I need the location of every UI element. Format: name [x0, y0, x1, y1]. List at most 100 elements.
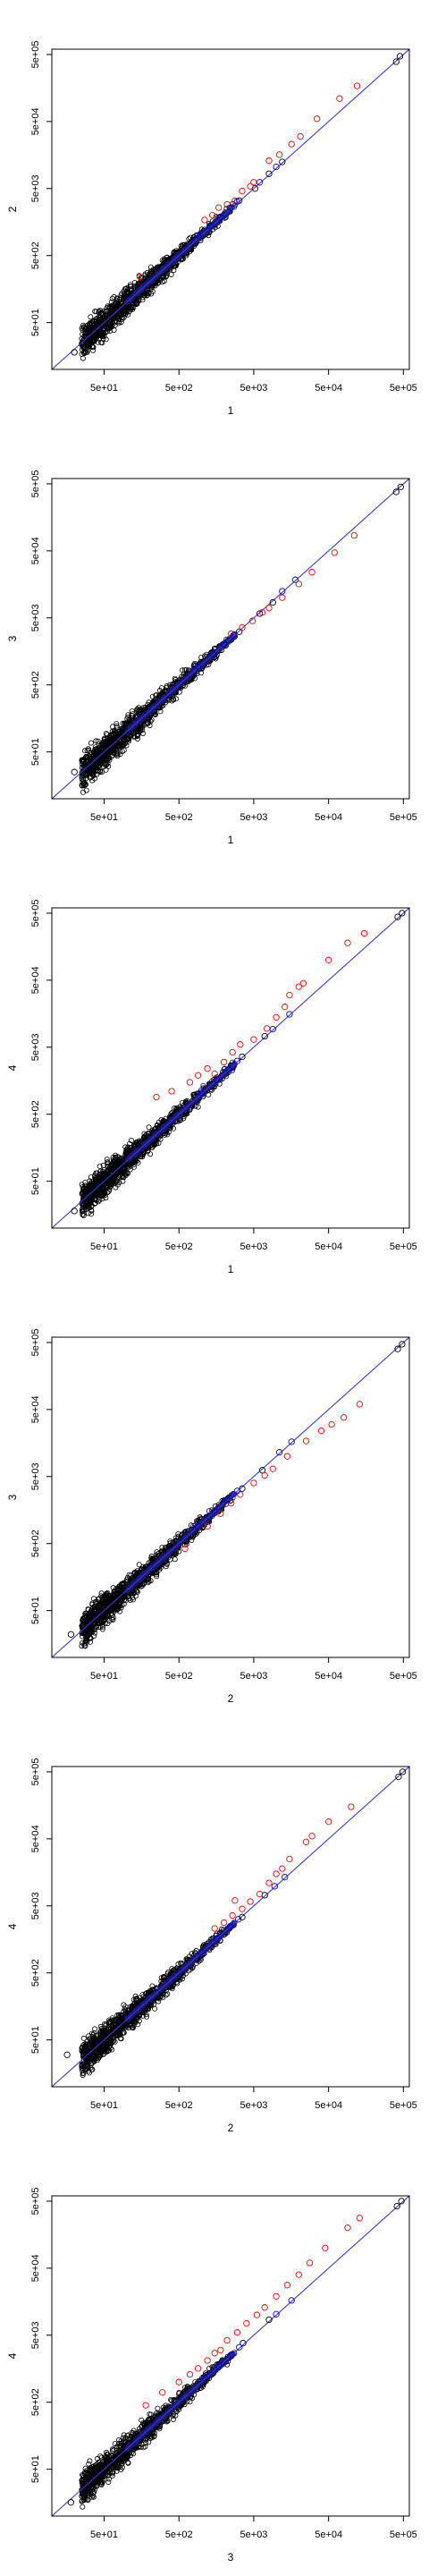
data-point	[194, 663, 202, 670]
data-point	[220, 640, 228, 648]
data-point	[139, 286, 145, 292]
data-point	[156, 701, 162, 707]
data-point	[123, 302, 130, 309]
data-point	[182, 682, 189, 689]
data-point	[126, 738, 132, 744]
data-point	[71, 768, 78, 775]
data-point	[99, 1168, 105, 1174]
data-point	[81, 330, 88, 336]
series-3	[194, 576, 299, 670]
data-point	[81, 1640, 88, 1647]
data-point	[106, 303, 113, 309]
data-point	[105, 324, 112, 330]
y-tick-label: 5e+05	[30, 40, 41, 68]
data-point	[279, 594, 286, 601]
data-point	[256, 179, 264, 186]
data-point	[143, 721, 149, 727]
data-point	[124, 729, 130, 735]
data-point	[128, 733, 134, 739]
data-point	[156, 693, 162, 699]
data-point	[198, 232, 204, 238]
data-point	[360, 929, 368, 937]
data-point	[204, 1065, 211, 1072]
data-point	[171, 697, 177, 703]
data-point	[108, 303, 114, 309]
data-point	[265, 605, 273, 612]
data-point	[101, 314, 107, 320]
x-axis-label: 1	[228, 1263, 234, 1275]
data-point	[120, 1155, 126, 1161]
data-point	[108, 1163, 114, 1169]
data-point	[152, 283, 158, 289]
data-point	[275, 151, 283, 158]
data-point	[109, 295, 115, 301]
x-tick-label: 5e+01	[90, 383, 118, 394]
data-point	[209, 1081, 215, 1088]
data-point	[80, 1212, 86, 1218]
data-point	[80, 780, 87, 786]
data-point	[114, 723, 120, 729]
data-point	[261, 1032, 268, 1040]
data-point	[114, 1178, 121, 1184]
data-point	[171, 1115, 177, 1121]
data-point	[124, 1163, 130, 1169]
data-point	[104, 1157, 110, 1163]
y-tick-label: 5e+04	[30, 537, 41, 564]
reference-line	[52, 49, 409, 369]
data-point	[107, 1183, 114, 1190]
data-point	[206, 222, 214, 229]
y-tick-label: 5e+01	[30, 1167, 41, 1195]
data-point	[122, 285, 129, 292]
data-point	[279, 588, 286, 595]
plot-frame	[51, 48, 410, 370]
data-point	[145, 1148, 151, 1155]
plot-region	[52, 1337, 409, 1657]
data-point	[192, 1103, 198, 1109]
data-point	[201, 216, 208, 224]
data-point	[88, 740, 94, 746]
data-point	[201, 659, 206, 665]
series-1	[71, 483, 404, 775]
data-point	[105, 755, 112, 761]
data-point	[161, 278, 167, 284]
data-point	[195, 1104, 201, 1110]
data-point	[247, 182, 254, 190]
data-point	[82, 1195, 88, 1201]
data-point	[71, 349, 78, 356]
series-1	[71, 910, 406, 1215]
data-point	[111, 326, 117, 333]
data-point	[96, 309, 102, 315]
data-point	[225, 1065, 232, 1072]
data-point	[151, 275, 157, 282]
y-tick-label: 5e+03	[30, 1033, 41, 1061]
x-tick-label: 5e+04	[315, 383, 342, 394]
data-point	[279, 158, 286, 165]
data-point	[80, 1199, 87, 1206]
data-point	[92, 744, 98, 750]
y-tick-label: 5e+03	[30, 174, 41, 202]
data-point	[136, 708, 142, 714]
data-point	[206, 656, 212, 662]
data-point	[204, 1088, 209, 1093]
data-point	[127, 1154, 133, 1160]
data-point	[176, 681, 182, 687]
data-point	[109, 737, 115, 743]
data-point	[258, 609, 266, 616]
data-point	[91, 338, 97, 344]
series-1	[71, 53, 404, 356]
data-point	[139, 1152, 146, 1158]
series-3	[194, 163, 280, 239]
data-point	[153, 692, 159, 699]
data-point	[219, 642, 225, 648]
data-point	[80, 765, 86, 771]
data-point	[156, 700, 162, 706]
data-point	[204, 656, 210, 662]
data-point	[134, 733, 140, 740]
data-point	[85, 769, 91, 775]
data-point	[121, 747, 127, 753]
data-point	[265, 170, 273, 177]
x-tick-label: 5e+04	[315, 812, 342, 823]
x-tick-label: 5e+03	[240, 812, 267, 823]
data-point	[237, 1041, 244, 1048]
data-point	[117, 1159, 123, 1165]
